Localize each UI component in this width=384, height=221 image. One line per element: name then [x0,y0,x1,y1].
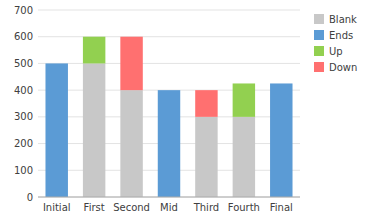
bar-segment [45,63,67,64]
bar-segment [83,37,105,64]
y-tick-label: 700 [14,5,33,16]
bar-segment [158,90,180,91]
grid-line [38,63,300,64]
x-tick-label: Mid [160,202,178,213]
bar-segment [83,63,105,197]
x-tick-label: Third [193,202,220,213]
legend-label: Down [329,62,357,73]
legend-label: Blank [329,14,357,25]
grid-line [38,197,300,198]
legend-swatch [314,62,324,72]
x-axis-line [38,197,300,198]
y-tick-label: 0 [27,192,33,203]
bar-segment [233,83,255,116]
legend-label: Ends [329,30,353,41]
y-tick-label: 200 [14,138,33,149]
bar-segment [158,90,180,91]
bars [45,37,292,197]
chart: 0 100 200 300 400 500 600 700 Initial First Second… [0,0,384,221]
bar-segment [270,83,292,197]
grid-line [38,36,300,37]
bar-segment [270,83,292,84]
bar-segment [120,90,142,197]
chart-container: 0 100 200 300 400 500 600 700 Initial First Second… [0,0,384,221]
bar-segment [195,90,217,117]
x-tick-label: Final [270,202,293,213]
y-tick-label: 600 [14,31,33,42]
bar-segment [83,36,105,37]
x-tick-label: First [84,202,105,213]
bar-segment [270,83,292,84]
bar-segment [233,117,255,197]
y-tick-label: 500 [14,58,33,69]
x-tick-label: Fourth [228,202,260,213]
legend-swatch [314,46,324,56]
y-tick-label: 100 [14,165,33,176]
bar-segment [195,117,217,197]
legend-label: Up [329,46,343,57]
bar-segment [45,63,67,197]
y-tick-label: 300 [14,111,33,122]
x-tick-label: Initial [43,202,71,213]
bar-segment [233,83,255,84]
y-tick-label: 400 [14,85,33,96]
legend: Blank Ends Up Down [314,14,357,73]
legend-swatch [314,14,324,24]
bar-segment [158,90,180,197]
grid [38,10,300,197]
legend-swatch [314,30,324,40]
x-tick-label: Second [113,202,150,213]
bar-segment [120,37,142,90]
grid-line [38,10,300,11]
bar-segment [45,63,67,64]
